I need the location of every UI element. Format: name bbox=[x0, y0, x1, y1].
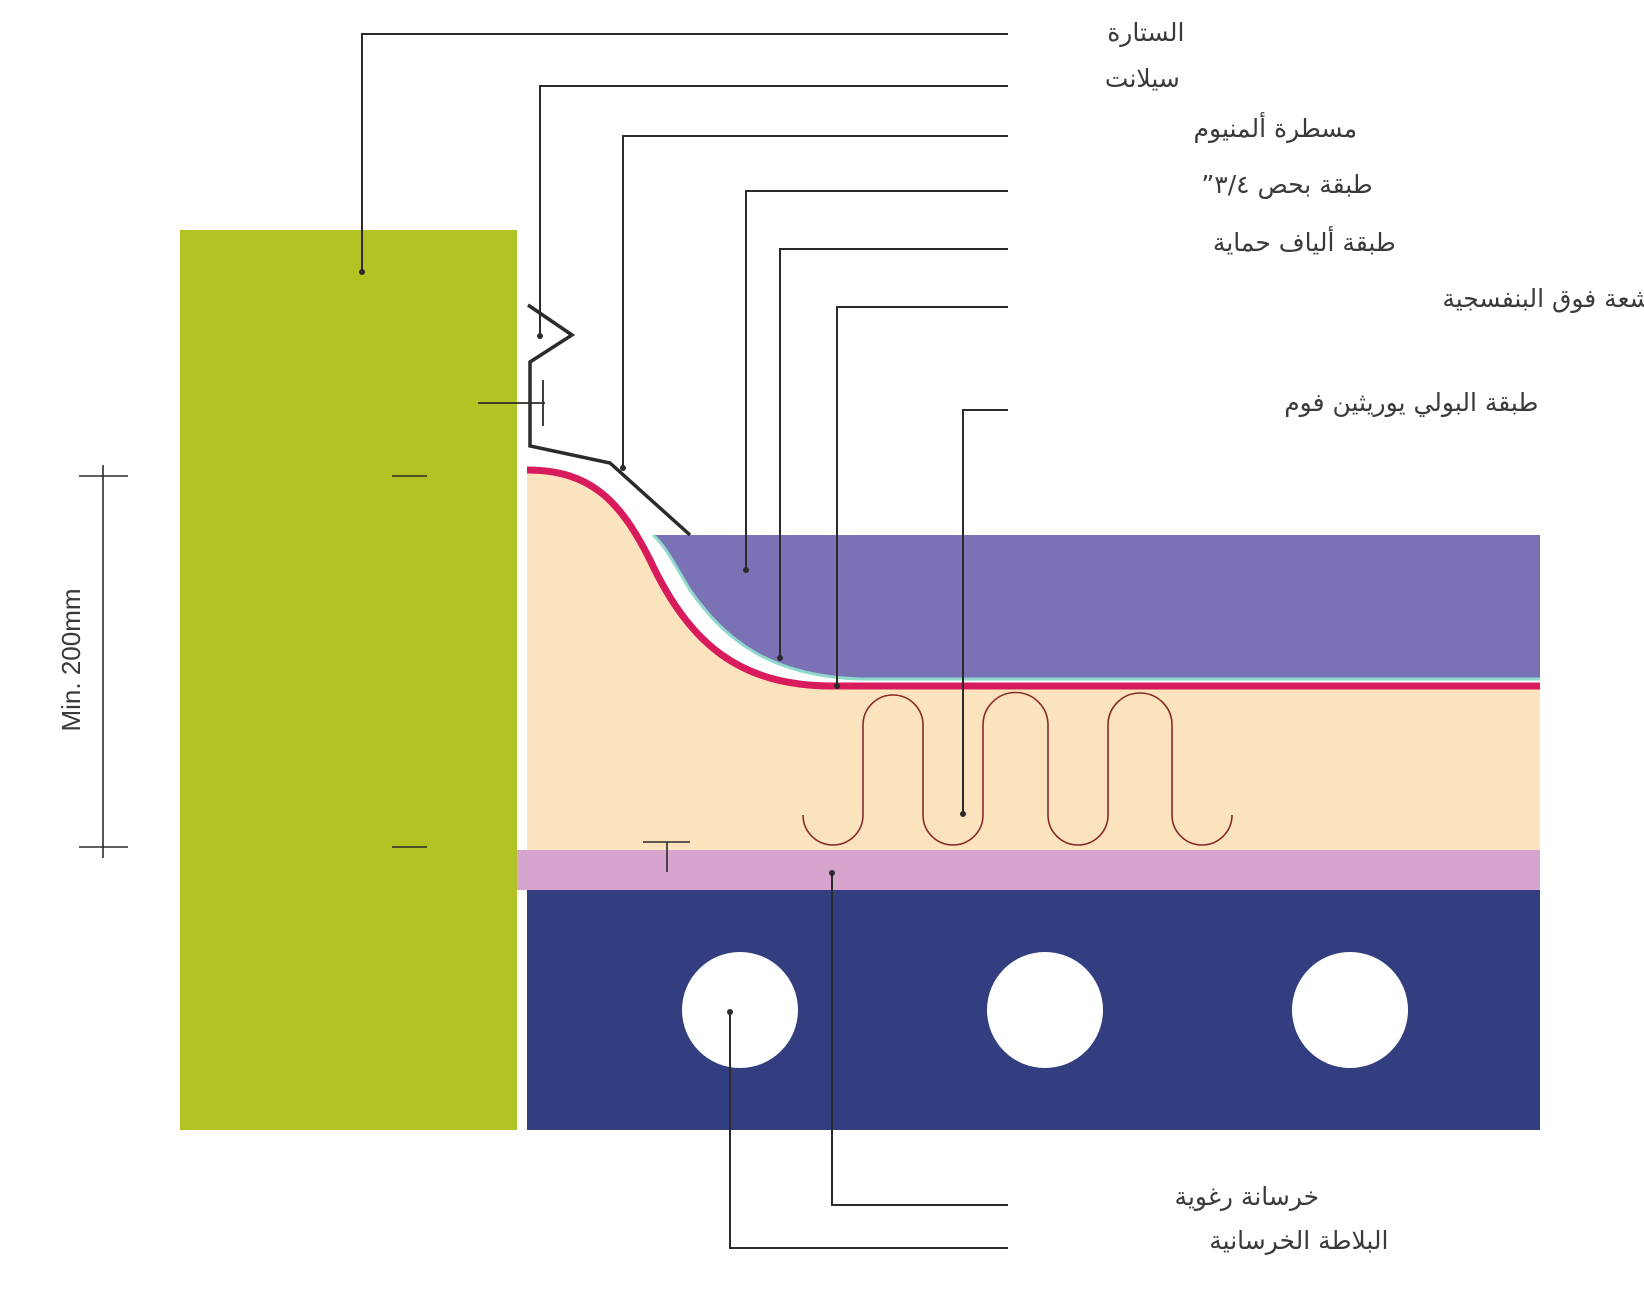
leader-dot bbox=[777, 655, 783, 661]
label-pu-foam: طبقة البولي يوريثين فوم bbox=[1284, 388, 1538, 417]
slab-core-void bbox=[682, 952, 798, 1068]
leader-dot bbox=[620, 465, 626, 471]
leader-gravel bbox=[745, 190, 1008, 570]
label-foam-concrete: خرسانة رغوية bbox=[1175, 1182, 1320, 1211]
leader-sealant bbox=[539, 85, 1008, 336]
pu-foam-cell-pattern bbox=[802, 691, 1233, 846]
parapet-wall bbox=[180, 230, 517, 1130]
leader-parapet bbox=[361, 33, 1008, 272]
label-concrete-slab: البلاطة الخرسانية bbox=[1209, 1226, 1388, 1255]
label-gravel: طبقة بحص ٣/٤” bbox=[1201, 170, 1372, 199]
label-aluminium-flat-bar: مسطرة ألمنيوم bbox=[1194, 111, 1358, 143]
leader-concrete-slab bbox=[729, 1012, 1008, 1249]
gravel-layer bbox=[653, 535, 1540, 679]
label-parapet: الستارة bbox=[1107, 18, 1184, 47]
protection-fabric-layer bbox=[652, 533, 1540, 681]
leader-aluminium-flat-bar bbox=[622, 135, 1008, 468]
leader-foam-concrete bbox=[831, 873, 1008, 1206]
leader-dot bbox=[960, 811, 966, 817]
uv-protection-layer bbox=[526, 466, 1540, 690]
slab-core-void bbox=[1292, 952, 1408, 1068]
leader-dot bbox=[537, 333, 543, 339]
label-uv-protection: طبقة الحماية من الأشعة فوق البنفسجية bbox=[1442, 282, 1644, 313]
leader-protection-fabric bbox=[779, 248, 1008, 658]
leader-dot bbox=[727, 1009, 733, 1015]
leader-dot bbox=[359, 269, 365, 275]
leader-uv-protection bbox=[836, 306, 1008, 686]
dimension-label: Min. 200mm bbox=[56, 588, 86, 731]
aluminium-flat-bar bbox=[527, 303, 692, 537]
leader-dot bbox=[743, 567, 749, 573]
leader-pu-foam bbox=[962, 409, 1008, 814]
foam-concrete-layer bbox=[517, 850, 1540, 890]
leader-dot bbox=[834, 683, 840, 689]
label-sealant: سيلانت bbox=[1105, 64, 1180, 93]
label-protection-fabric: طبقة ألياف حماية bbox=[1213, 225, 1396, 257]
leader-dot bbox=[829, 870, 835, 876]
slab-core-void bbox=[987, 952, 1103, 1068]
pu-foam-layer bbox=[527, 470, 1540, 850]
